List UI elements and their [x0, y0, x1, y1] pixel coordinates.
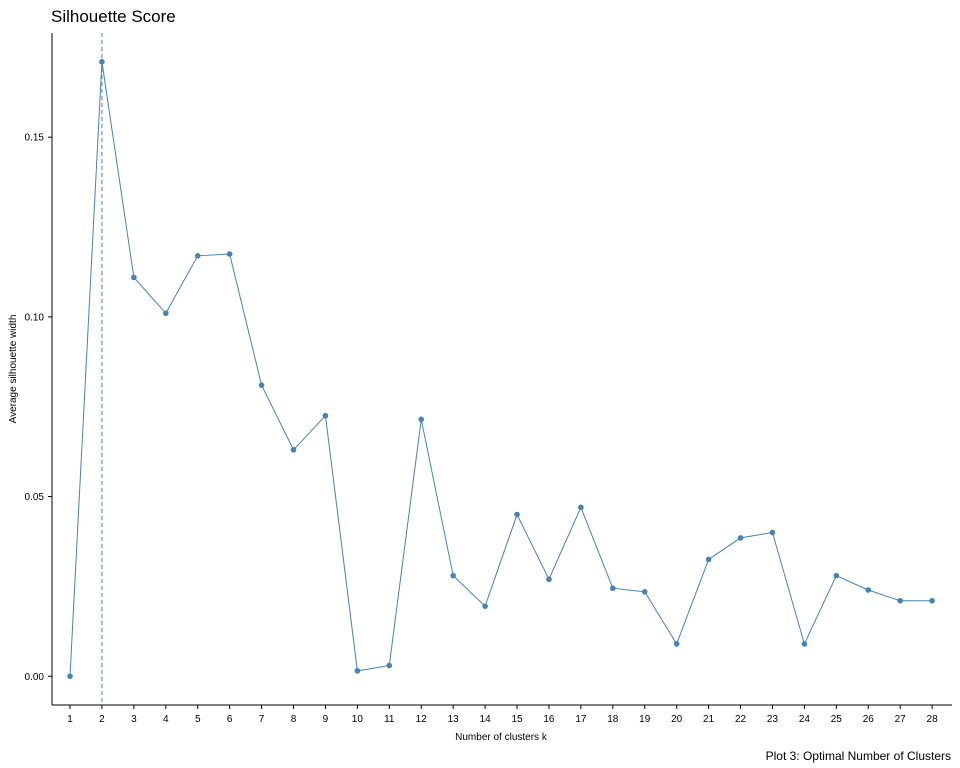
data-point-k8 — [290, 447, 297, 453]
x-tick-label: 17 — [575, 714, 587, 725]
y-tick-label: 0.05 — [25, 492, 45, 503]
data-point-k27 — [897, 597, 903, 604]
plot-caption: Plot 3: Optimal Number of Clusters — [766, 749, 951, 763]
data-point-k19 — [641, 589, 648, 595]
data-point-k24 — [801, 641, 808, 647]
data-point-k25 — [833, 572, 840, 579]
x-tick-label: 28 — [927, 714, 939, 725]
data-point-k5 — [194, 253, 201, 259]
x-tick-label: 3 — [131, 714, 137, 725]
x-tick-label: 12 — [416, 714, 428, 725]
x-tick-label: 6 — [227, 714, 233, 725]
x-tick-label: 25 — [831, 714, 843, 725]
x-tick-label: 4 — [163, 714, 169, 725]
data-point-k13 — [450, 572, 456, 579]
data-point-k22 — [737, 535, 744, 541]
x-tick-label: 7 — [259, 714, 265, 725]
x-tick-label: 24 — [799, 714, 811, 725]
data-point-k18 — [610, 585, 616, 592]
x-tick-label: 9 — [323, 714, 329, 725]
x-tick-label: 13 — [448, 714, 460, 725]
x-tick-label: 1 — [67, 714, 73, 725]
data-point-k7 — [258, 382, 265, 388]
x-tick-label: 2 — [99, 714, 105, 725]
data-point-k10 — [354, 668, 361, 674]
x-tick-label: 15 — [511, 714, 523, 725]
x-tick-label: 5 — [195, 714, 201, 725]
x-tick-label: 11 — [384, 714, 395, 725]
x-tick-label: 8 — [291, 714, 297, 725]
y-tick-label: 0.00 — [25, 672, 45, 683]
x-ticks: 1 2 3 4 5 6 7 8 9 10 11 12 13 14 15 16 17 18 19 20 21 22 23 24 2… — [67, 705, 938, 725]
x-tick-label: 14 — [480, 714, 492, 725]
data-point-k1 — [67, 673, 73, 680]
x-tick-label: 27 — [895, 714, 907, 725]
data-point-k2 — [99, 58, 105, 65]
chart-title: Silhouette Score — [51, 7, 176, 26]
x-tick-label: 20 — [671, 714, 683, 725]
data-point-k17 — [578, 504, 584, 511]
data-point-k9 — [322, 412, 329, 419]
x-tick-label: 16 — [543, 714, 555, 725]
data-point-k28 — [929, 597, 935, 604]
y-tick-label: 0.10 — [25, 312, 45, 323]
data-point-k12 — [418, 416, 425, 423]
y-axis-title: Average silhouette width — [8, 315, 19, 424]
x-tick-label: 10 — [352, 714, 364, 725]
y-tick-label: 0.15 — [25, 133, 45, 144]
x-axis-title: Number of clusters k — [455, 732, 548, 743]
data-point-k11 — [386, 662, 393, 669]
data-point-k20 — [673, 641, 680, 647]
x-tick-label: 22 — [735, 714, 747, 725]
x-tick-label: 26 — [863, 714, 875, 725]
x-tick-label: 18 — [607, 714, 619, 725]
data-point-k15 — [514, 511, 520, 518]
data-point-k23 — [769, 529, 776, 536]
data-point-k21 — [705, 556, 712, 563]
data-point-k6 — [226, 251, 233, 257]
series-line — [69, 61, 933, 677]
x-tick-label: 21 — [703, 714, 715, 725]
axes — [51, 33, 952, 706]
data-point-k16 — [546, 576, 552, 583]
x-tick-label: 19 — [639, 714, 651, 725]
y-ticks: 0.00 0.05 0.10 0.15 — [25, 133, 52, 683]
data-point-k14 — [482, 603, 488, 609]
data-point-k4 — [162, 310, 169, 317]
data-point-k26 — [865, 587, 872, 593]
data-points — [67, 58, 935, 680]
x-tick-label: 23 — [767, 714, 779, 725]
data-point-k3 — [131, 274, 137, 281]
